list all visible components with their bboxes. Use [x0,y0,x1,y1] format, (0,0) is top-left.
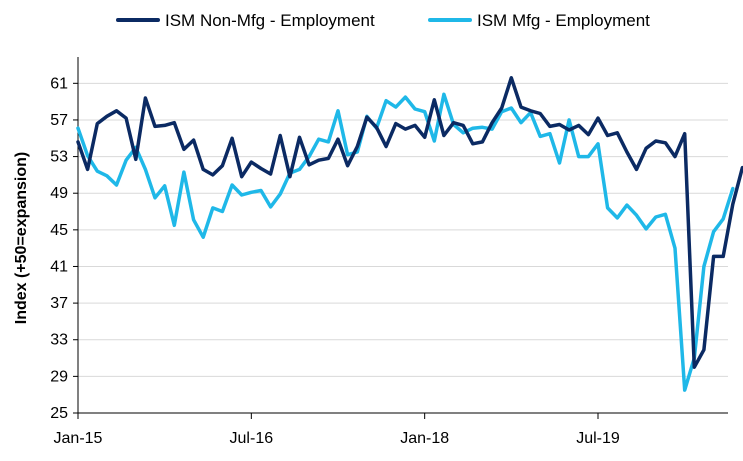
y-axis-title: Index (+50=expansion) [13,152,30,325]
series-line-ism-non-mfg-employment [76,76,743,369]
y-tick-label: 37 [50,295,68,312]
x-tick-label: Jul-19 [576,430,620,447]
y-tick-label: 57 [50,112,68,129]
x-tick-label: Jul-16 [230,430,274,447]
x-tick-label: Jan-15 [54,430,103,447]
y-tick-label: 41 [50,258,68,275]
y-tick-label: 49 [50,185,68,202]
y-tick-label: 33 [50,332,68,349]
y-tick-label: 29 [50,368,68,385]
x-tick-label: Jan-18 [400,430,449,447]
gridlines [78,82,728,377]
y-tick-label: 25 [50,405,68,422]
y-tick-label: 45 [50,222,68,239]
legend-label: ISM Mfg - Employment [477,11,650,30]
legend: ISM Non-Mfg - Employment ISM Mfg - Employ… [116,11,650,30]
y-tick-label: 53 [50,149,68,166]
y-tick-label: 61 [50,75,68,92]
axes: 25 29 33 37 41 45 49 53 57 61 Jan-15 Jul-16 Jan-18 Ju… [50,57,728,447]
legend-label: ISM Non-Mfg - Employment [165,11,375,30]
series-lines [76,76,743,392]
series-line-ism-mfg-employment [76,92,735,392]
